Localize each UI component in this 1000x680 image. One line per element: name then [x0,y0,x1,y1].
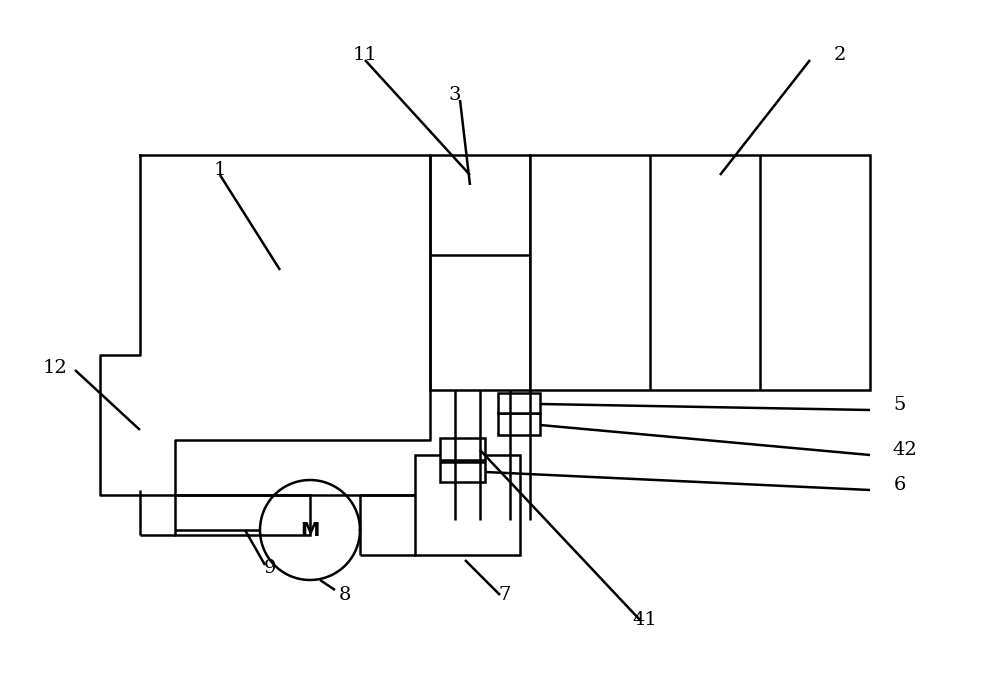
Text: 6: 6 [894,476,906,494]
Text: 2: 2 [834,46,846,64]
Bar [440,438,485,460]
Bar [430,155,530,390]
Bar [498,393,540,413]
Bar [415,455,520,555]
Text: 42: 42 [893,441,917,459]
Text: 9: 9 [264,559,276,577]
Text: 1: 1 [214,161,226,179]
Text: 3: 3 [449,86,461,104]
Bar [440,462,485,482]
Text: 11: 11 [353,46,377,64]
Text: 41: 41 [633,611,657,629]
Text: 12: 12 [43,359,67,377]
Text: 7: 7 [499,586,511,604]
Bar [530,155,870,390]
Text: 8: 8 [339,586,351,604]
Text: M: M [300,520,320,539]
Text: 5: 5 [894,396,906,414]
Bar [175,495,310,535]
Bar [498,413,540,435]
